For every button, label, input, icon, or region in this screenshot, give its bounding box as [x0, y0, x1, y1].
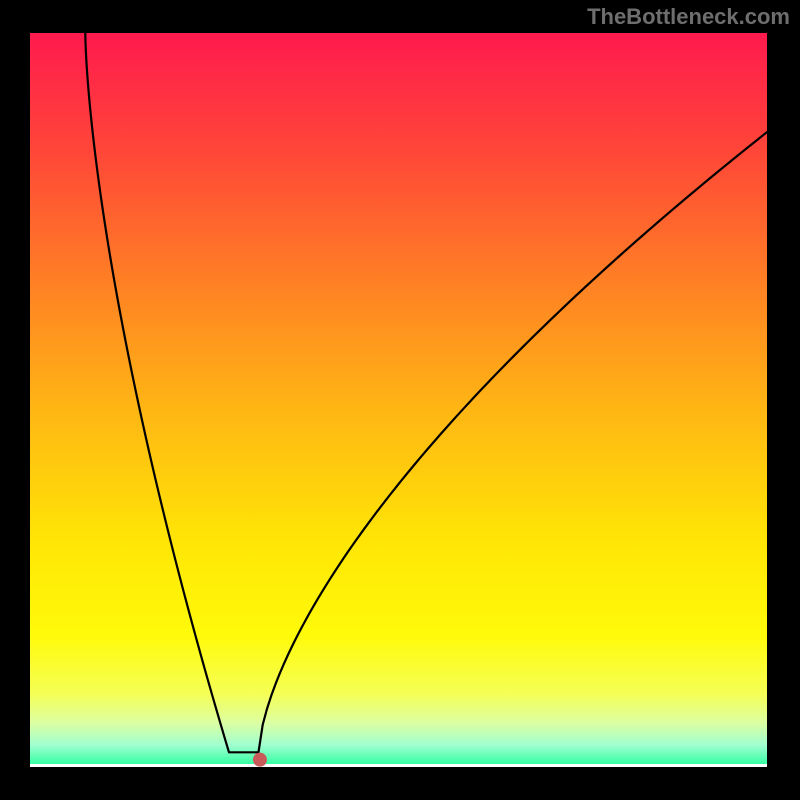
bottleneck-chart [0, 0, 800, 800]
plot-bottom-strip [30, 764, 767, 767]
minimum-marker [253, 753, 267, 767]
watermark-text: TheBottleneck.com [587, 4, 790, 30]
chart-container: TheBottleneck.com [0, 0, 800, 800]
plot-background [30, 33, 767, 767]
